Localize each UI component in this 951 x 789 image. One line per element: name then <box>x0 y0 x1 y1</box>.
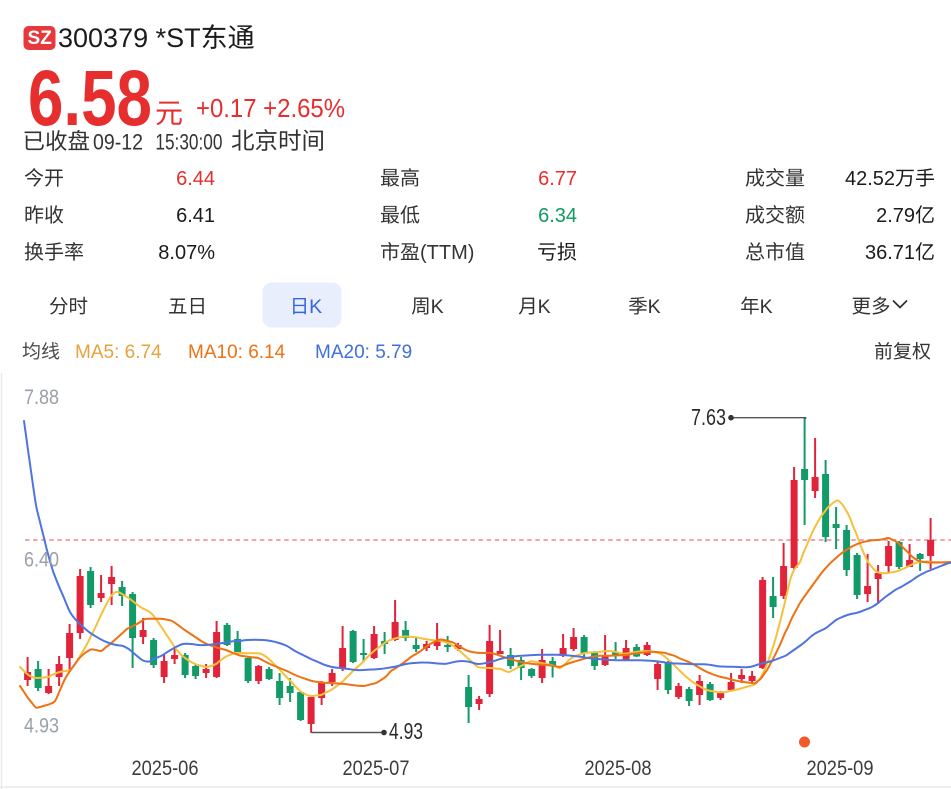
svg-text:MA20: 5.79: MA20: 5.79 <box>315 342 412 363</box>
svg-text:6.77: 6.77 <box>538 168 577 190</box>
svg-text:8.07%: 8.07% <box>158 242 215 264</box>
svg-text:2025-09: 2025-09 <box>807 757 874 780</box>
svg-text:K: K <box>538 296 551 318</box>
svg-text:2025-06: 2025-06 <box>132 757 199 780</box>
svg-text:6.58: 6.58 <box>28 53 152 142</box>
svg-text:2.79: 2.79 <box>876 205 915 227</box>
svg-text:K: K <box>309 296 322 318</box>
svg-text:2025-08: 2025-08 <box>585 757 652 780</box>
svg-text:300379 *ST: 300379 *ST <box>58 23 201 53</box>
svg-text:K: K <box>648 296 661 318</box>
svg-text:SZ: SZ <box>28 28 53 49</box>
svg-text:6.41: 6.41 <box>176 205 215 227</box>
svg-text:42.52: 42.52 <box>845 168 895 190</box>
svg-text:K: K <box>760 296 773 318</box>
svg-text:6.40: 6.40 <box>24 549 59 572</box>
svg-text:7.63: 7.63 <box>691 404 726 430</box>
svg-text:4.93: 4.93 <box>389 718 423 744</box>
svg-text:6.34: 6.34 <box>538 205 577 227</box>
svg-text:4.93: 4.93 <box>24 715 59 738</box>
svg-text:K: K <box>431 296 444 318</box>
svg-text:7.88: 7.88 <box>24 386 59 409</box>
svg-text:+0.17 +2.65%: +0.17 +2.65% <box>196 93 345 123</box>
svg-text:MA10: 6.14: MA10: 6.14 <box>188 342 286 363</box>
svg-text:6.44: 6.44 <box>176 168 215 190</box>
svg-text:MA5: 6.74: MA5: 6.74 <box>75 342 162 363</box>
svg-text:15:30:00: 15:30:00 <box>155 130 222 155</box>
svg-text:36.71: 36.71 <box>865 242 915 264</box>
svg-text:(TTM): (TTM) <box>420 242 474 264</box>
svg-text:2025-07: 2025-07 <box>343 757 410 780</box>
svg-text:09-12: 09-12 <box>93 130 143 155</box>
